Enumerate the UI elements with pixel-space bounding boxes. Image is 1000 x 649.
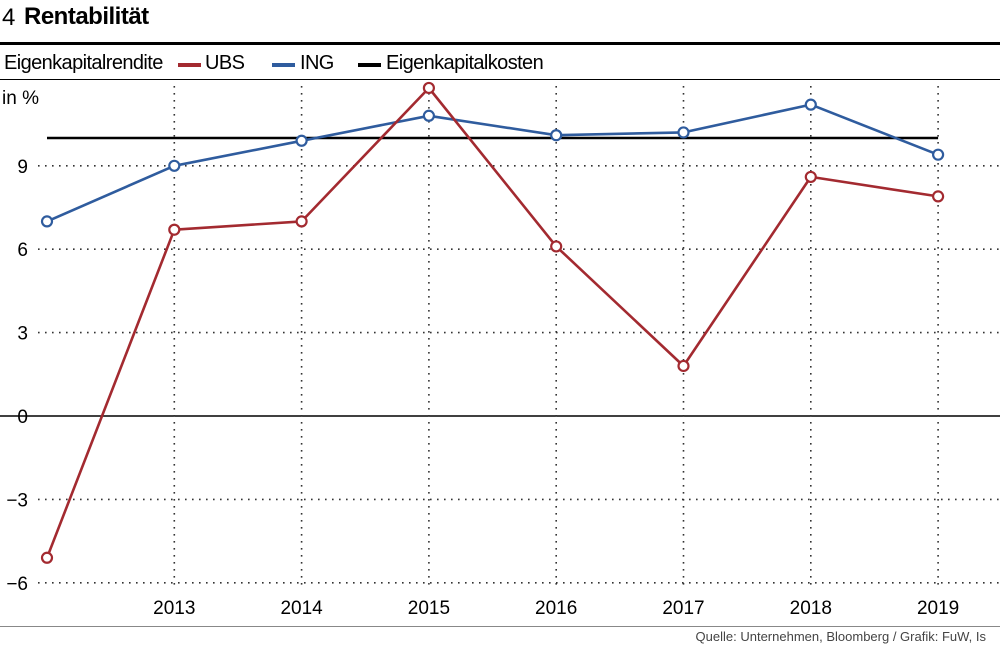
y-axis-ticks: 9 6 3 0 −3 −6 <box>6 157 28 595</box>
data-point-ing <box>804 98 817 111</box>
series <box>40 81 945 564</box>
legend-swatch-ing <box>272 63 295 67</box>
y-tick-label: 6 <box>17 240 28 261</box>
data-point-ubs <box>804 170 817 184</box>
data-point-ubs <box>550 240 563 253</box>
legend: Eigenkapitalrendite UBS ING Eigenkapital… <box>0 52 1000 76</box>
figure-number: 4 <box>2 4 16 31</box>
data-point-ing <box>422 109 435 122</box>
footer-rule <box>0 626 1000 627</box>
x-tick-label: 2014 <box>280 598 323 619</box>
legend-rule <box>0 79 1000 80</box>
y-tick-label: 0 <box>17 407 28 428</box>
data-point-ubs <box>931 190 945 203</box>
data-point-ubs <box>40 551 54 564</box>
data-point-ing <box>550 129 563 142</box>
x-tick-label: 2016 <box>535 598 577 619</box>
data-point-ing <box>931 148 945 161</box>
chart-header: 4 Rentabilität <box>0 0 1000 45</box>
y-axis-unit: in % <box>2 88 39 109</box>
x-tick-label: 2013 <box>153 598 195 619</box>
y-tick-label: 9 <box>17 157 28 178</box>
legend-label-ing: ING <box>300 52 334 74</box>
data-point-ubs <box>422 81 435 95</box>
legend-swatch-cost <box>358 63 381 67</box>
y-tick-label: −6 <box>6 574 28 595</box>
data-point-ing <box>168 159 181 172</box>
x-tick-label: 2019 <box>917 598 959 619</box>
legend-swatch-ubs <box>178 63 201 67</box>
data-point-ubs <box>295 215 308 228</box>
legend-title: Eigenkapitalrendite <box>4 52 163 74</box>
legend-label-ubs: UBS <box>205 52 245 74</box>
y-tick-label: −3 <box>6 490 28 511</box>
data-point-ubs <box>677 359 690 373</box>
header-rule <box>0 42 1000 45</box>
grid <box>0 86 1000 588</box>
x-tick-label: 2017 <box>662 598 704 619</box>
data-point-ing <box>40 215 54 228</box>
data-point-ing <box>677 126 690 139</box>
data-point-ubs <box>168 223 181 236</box>
source-note: Quelle: Unternehmen, Bloomberg / Grafik:… <box>695 629 986 644</box>
y-tick-label: 3 <box>17 324 28 345</box>
series-line-ubs <box>45 86 939 559</box>
chart-title: Rentabilität <box>24 3 149 30</box>
x-axis-ticks: 2013 2014 2015 2016 2017 2018 2019 <box>153 598 959 619</box>
legend-label-cost: Eigenkapitalkosten <box>386 52 544 74</box>
series-line-ing <box>46 103 939 223</box>
x-tick-label: 2015 <box>408 598 450 619</box>
x-tick-label: 2018 <box>790 598 832 619</box>
data-point-ing <box>295 134 308 147</box>
